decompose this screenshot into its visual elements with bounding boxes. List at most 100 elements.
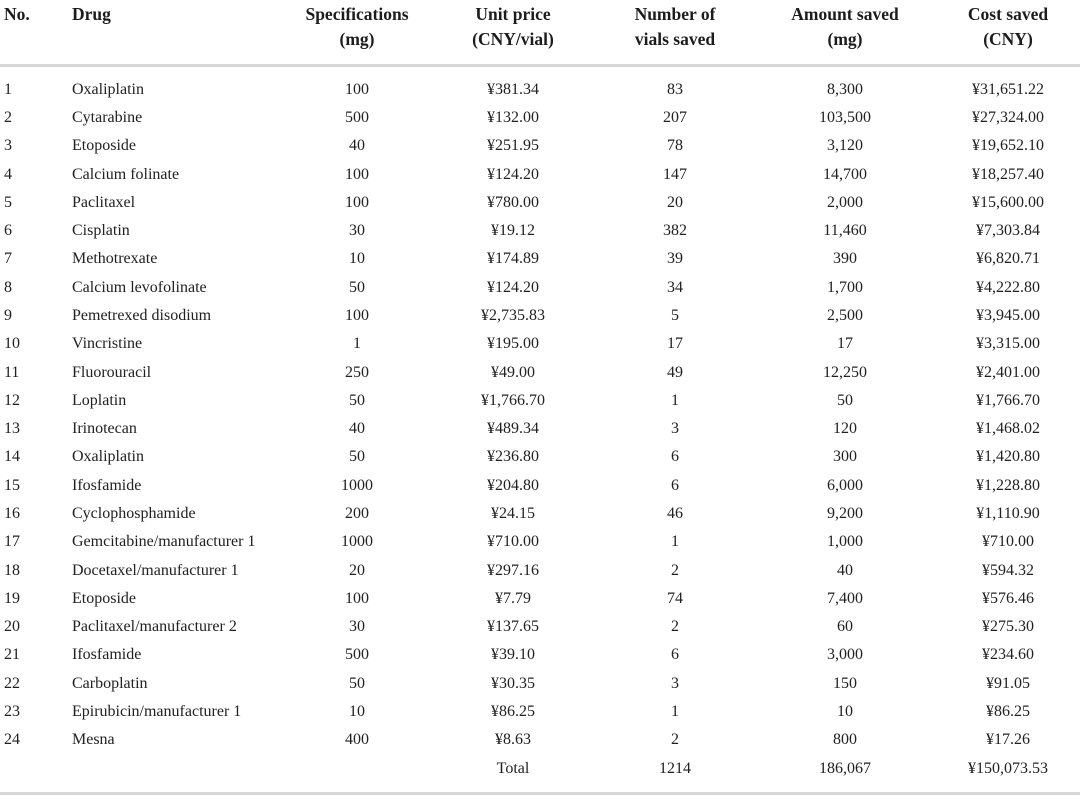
cell-vials: 17 [667,335,683,353]
cell-vials: 2 [671,618,679,636]
cell-unit: ¥236.80 [487,448,539,466]
cell-spec: 30 [349,222,365,240]
cell-no [0,755,72,794]
cell-spec: 1 [353,335,361,353]
cell-drug: Ifosfamide [72,476,142,494]
column-header-specifications: Specifications (mg) [284,0,430,67]
cell-spec: 50 [349,391,365,409]
cell-drug: Oxaliplatin [72,448,144,466]
cell-no: 2 [4,109,12,127]
cell-unit: ¥489.34 [487,420,539,438]
cell-cost: ¥3,315.00 [976,335,1040,353]
table-body: 1 Oxaliplatin 100 ¥381.34 83 8,300 ¥31,651.22 2… [0,65,1080,754]
cell-spec: 40 [349,420,365,438]
cell-drug: Paclitaxel [72,193,136,211]
cell-spec: 100 [345,193,369,211]
cell-unit: ¥30.35 [491,674,535,692]
cell-spec: 100 [345,80,369,98]
cell-cost: ¥234.60 [982,646,1034,664]
table-row: 21 Ifosfamide 500 ¥39.10 6 3,000 ¥234.60 [0,641,1080,669]
cell-amount: 3,120 [827,137,863,155]
cell-cost: ¥15,600.00 [972,193,1044,211]
cell-amount: 2,000 [827,193,863,211]
cell-no: 7 [4,250,12,268]
cell-drug: Vincristine [72,335,143,353]
cell-amount: 17 [837,335,853,353]
table-row: 8 Calcium levofolinate 50 ¥124.20 34 1,700 ¥4,… [0,274,1080,302]
table-row: 5 Paclitaxel 100 ¥780.00 20 2,000 ¥15,600.00 [0,189,1080,217]
cell-no: 12 [4,391,20,409]
cell-vials: 6 [671,476,679,494]
cell-no: 16 [4,504,20,522]
cell-cost: ¥1,110.90 [976,504,1040,522]
cell-cost: ¥1,228.80 [976,476,1040,494]
cell-cost: ¥1,420.80 [976,448,1040,466]
cell-no: 14 [4,448,20,466]
cell-unit: ¥297.16 [487,561,539,579]
cell-no: 4 [4,165,12,183]
cell-spec [284,755,430,794]
cell-drug: Calcium folinate [72,165,180,183]
cell-unit: ¥7.79 [495,589,531,607]
cell-no: 3 [4,137,12,155]
cell-vials: 78 [667,137,683,155]
cell-no: 1 [4,80,12,98]
table-row: 1 Oxaliplatin 100 ¥381.34 83 8,300 ¥31,651.22 [0,65,1080,104]
cell-unit: ¥49.00 [491,363,535,381]
cell-vials: 49 [667,363,683,381]
cell-cost: ¥31,651.22 [972,80,1044,98]
table-row: 18 Docetaxel/manufacturer 1 20 ¥297.16 2 40 ¥5… [0,557,1080,585]
cell-amount: 10 [837,702,853,720]
cell-amount: 11,460 [823,222,867,240]
total-cost-saved: ¥150,073.53 [968,759,1048,777]
cell-spec: 1000 [341,533,373,551]
cell-drug: Epirubicin/manufacturer 1 [72,702,242,720]
cell-amount: 1,000 [827,533,863,551]
cell-no: 11 [4,363,20,381]
column-header-cost-saved: Cost saved (CNY) [936,0,1080,67]
cell-spec: 50 [349,674,365,692]
table-row: 20 Paclitaxel/manufacturer 2 30 ¥137.65 2 60 ¥… [0,613,1080,641]
cell-drug: Ifosfamide [72,646,142,664]
cell-spec: 400 [345,731,369,749]
cell-unit: ¥24.15 [491,504,535,522]
cell-vials: 3 [671,674,679,692]
cell-drug: Paclitaxel/manufacturer 2 [72,618,237,636]
cell-amount: 40 [837,561,853,579]
cell-drug: Fluorouracil [72,363,152,381]
cell-unit: ¥780.00 [487,193,539,211]
cell-vials: 147 [663,165,687,183]
cell-spec: 10 [349,250,365,268]
cell-vials: 20 [667,193,683,211]
cell-amount: 7,400 [827,589,863,607]
cell-amount: 8,300 [827,80,863,98]
cell-amount: 14,700 [823,165,867,183]
table-row: 23 Epirubicin/manufacturer 1 10 ¥86.25 1 10 ¥8… [0,698,1080,726]
cell-cost: ¥18,257.40 [972,165,1044,183]
table-row: 6 Cisplatin 30 ¥19.12 382 11,460 ¥7,303.84 [0,217,1080,245]
cell-no: 9 [4,307,12,324]
cell-spec: 40 [349,137,365,155]
table-row: 9 Pemetrexed disodium 100 ¥2,735.83 5 2,500 ¥3… [0,302,1080,330]
cell-amount: 60 [837,618,853,636]
cell-no: 10 [4,335,20,353]
cell-drug: Cisplatin [72,222,130,240]
cell-no: 13 [4,420,20,438]
table-row: 13 Irinotecan 40 ¥489.34 3 120 ¥1,468.02 [0,415,1080,443]
column-header-no: No. [0,0,72,67]
cell-unit: ¥137.65 [487,618,539,636]
cell-no: 17 [4,533,20,551]
cell-unit: ¥19.12 [491,222,535,240]
cell-unit: ¥1,766.70 [481,391,545,409]
cell-cost: ¥19,652.10 [972,137,1044,155]
cell-no: 21 [4,646,20,664]
cell-cost: ¥4,222.80 [976,278,1040,296]
header-row: No. Drug Specifications (mg) Unit price … [0,0,1080,67]
table-row: 17 Gemcitabine/manufacturer 1 1000 ¥710.00 1… [0,528,1080,556]
table-row: 15 Ifosfamide 1000 ¥204.80 6 6,000 ¥1,228.80 [0,472,1080,500]
cell-amount: 2,500 [827,307,863,324]
cell-vials: 1 [671,702,679,720]
header-label-unit: vials saved [634,29,716,50]
table-row: 22 Carboplatin 50 ¥30.35 3 150 ¥91.05 [0,670,1080,698]
